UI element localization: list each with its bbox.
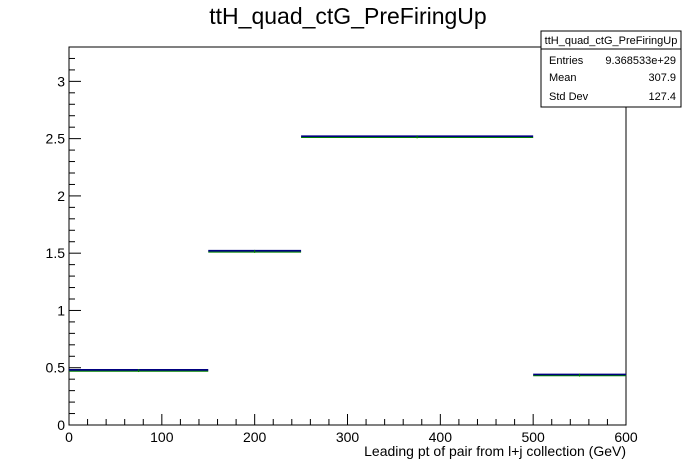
y-tick-label: 0.5 [46,360,66,376]
x-tick-label: 600 [614,429,638,445]
histogram-bins [69,135,626,377]
stats-entries-label: Entries [549,55,584,67]
x-tick-label: 100 [150,429,174,445]
y-tick-label: 0 [57,417,65,433]
stats-stddev-label: Std Dev [549,91,589,103]
y-tick-label: 1 [57,302,65,318]
chart-title: ttH_quad_ctG_PreFiringUp [209,3,486,29]
histogram-bin [533,373,626,377]
x-tick-label: 0 [65,429,73,445]
y-axis: 0 0.5 1 1.5 2 2.5 3 [46,57,81,433]
y-tick-label: 2 [57,188,65,204]
histogram-bin [69,369,209,373]
x-tick-label: 400 [429,429,453,445]
x-tick-label: 200 [243,429,267,445]
x-axis: 0 100 200 300 400 500 600 [65,414,638,445]
stats-box-title: ttH_quad_ctG_PreFiringUp [545,35,678,47]
y-tick-label: 2.5 [46,131,66,147]
stats-box: ttH_quad_ctG_PreFiringUp Entries 9.36853… [540,30,682,108]
x-axis-label: Leading pt of pair from l+j collection (… [364,443,626,459]
histogram-bin [301,135,534,139]
y-tick-label: 3 [57,73,65,89]
stats-mean-label: Mean [549,72,577,84]
histogram-bin [208,249,302,253]
stats-mean-value: 307.9 [648,72,676,84]
x-tick-label: 500 [521,429,545,445]
x-tick-label: 300 [336,429,360,445]
stats-entries-value: 9.368533e+29 [605,55,676,67]
stats-stddev-value: 127.4 [648,91,676,103]
stats-box-frame [540,30,682,108]
y-tick-label: 1.5 [46,245,66,261]
